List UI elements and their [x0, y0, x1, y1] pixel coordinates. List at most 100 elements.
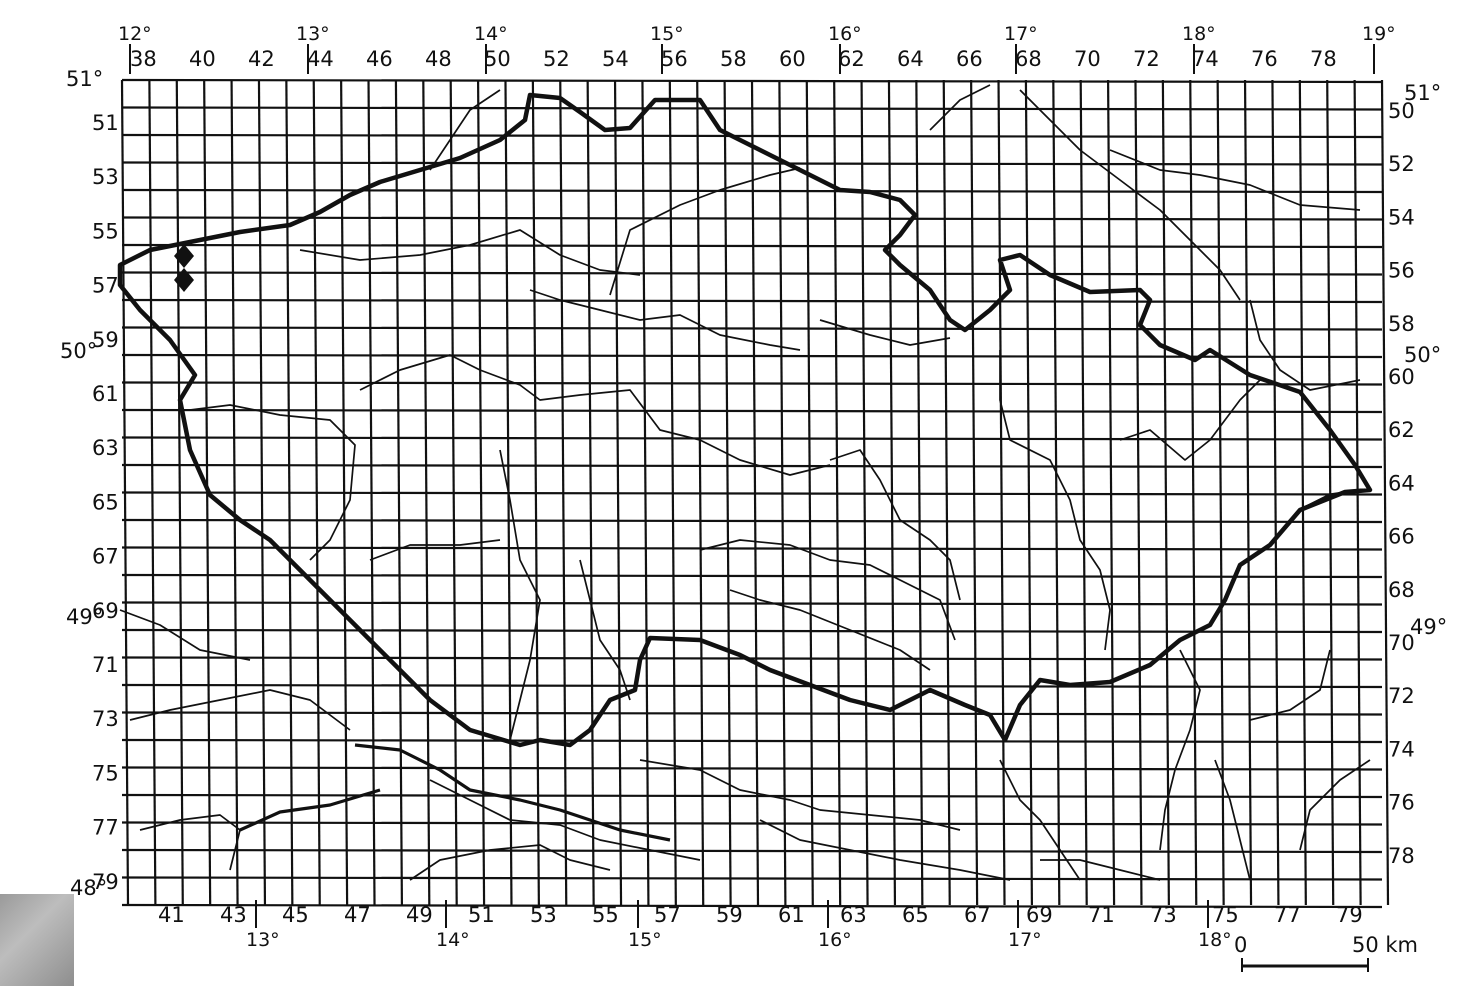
grid-col-line	[1134, 79, 1143, 906]
grid-row-line	[121, 353, 1383, 359]
scale-bar: 0 50 km	[1234, 933, 1418, 972]
grid-col-label-top: 70	[1074, 47, 1101, 71]
river-29	[759, 819, 1011, 881]
grid-row-label-left: 59	[92, 328, 119, 352]
record-markers	[174, 244, 194, 292]
river-12	[829, 449, 961, 601]
grid-row-line	[121, 876, 1383, 881]
longitude-label-bottom: 16°	[818, 929, 852, 951]
river-25	[129, 689, 351, 731]
grid-col-label-top: 48	[425, 47, 452, 71]
grid-col-line	[997, 79, 1006, 906]
river-18	[1159, 649, 1201, 851]
river-major-1	[354, 743, 671, 842]
latitude-label-left: 49°	[66, 605, 103, 629]
longitude-label-bottom: 17°	[1008, 929, 1042, 951]
grid-col-label-top: 46	[366, 47, 393, 71]
grid-row-line	[121, 711, 1383, 716]
grid-col-line	[1106, 79, 1116, 906]
grid-col-label-top: 38	[130, 47, 157, 71]
axis-labels: 38 40 42 44 46 48 50 52 54 56 58 60 62 64 66 68 70 72 74 76…	[60, 23, 1447, 951]
grid-row-label-right: 60	[1388, 365, 1415, 389]
longitude-label-bottom: 14°	[436, 929, 470, 951]
grid-row-label-right: 72	[1388, 684, 1415, 708]
river-major-2	[239, 788, 381, 832]
grid-col-label-bottom: 53	[530, 903, 557, 927]
grid-col-line	[833, 79, 842, 906]
river-14	[1119, 379, 1261, 461]
river-9	[579, 559, 631, 701]
grid-col-label-bottom: 59	[716, 903, 743, 927]
river-10	[699, 539, 956, 641]
longitude-label-bottom: 18°	[1198, 929, 1232, 951]
record-marker	[174, 244, 194, 268]
grid-row-line	[121, 106, 1383, 111]
river-30	[1040, 859, 1161, 881]
grid-row-line	[121, 271, 1383, 276]
grid-col-label-top: 60	[779, 47, 806, 71]
grid-col-label-top: 68	[1015, 47, 1042, 71]
grid-col-label-top: 76	[1251, 47, 1278, 71]
grid-row-line	[121, 848, 1383, 854]
river-4	[819, 319, 951, 346]
grid-col-label-top: 40	[189, 47, 216, 71]
river-major-3	[1299, 488, 1366, 512]
grid-row-label-right: 74	[1388, 737, 1415, 761]
grid-col-label-top: 56	[661, 47, 688, 71]
latitude-label-right: 50°	[1404, 343, 1441, 367]
river-13	[999, 350, 1111, 651]
river-2	[529, 289, 801, 351]
river-11	[729, 589, 931, 671]
scale-end-label: 50 km	[1352, 933, 1418, 957]
grid-col-label-bottom: 51	[468, 903, 495, 927]
grid-row-label-left: 69	[92, 599, 119, 623]
grid-col-line	[1052, 79, 1061, 906]
river-6	[189, 404, 356, 561]
grid-col-label-top: 44	[307, 47, 334, 71]
grid-col-label-top: 52	[543, 47, 570, 71]
grid-col-line	[887, 79, 897, 906]
latitude-label-right: 51°	[1404, 81, 1441, 105]
river-7	[499, 449, 541, 741]
grid-lines	[120, 78, 1390, 909]
grid-row-label-left: 63	[92, 436, 119, 460]
river-27	[139, 814, 241, 871]
latitude-label-left: 48°	[70, 876, 107, 900]
grid-row-line	[121, 683, 1383, 689]
river-32	[929, 84, 991, 131]
grid-col-label-bottom: 41	[158, 903, 185, 927]
grid-row-line	[121, 903, 1383, 909]
river-17	[1019, 89, 1241, 301]
grid-row-label-right: 68	[1388, 578, 1415, 602]
scan-artifact	[0, 894, 74, 986]
longitude-label-bottom: 13°	[246, 929, 280, 951]
longitude-label-bottom: 15°	[628, 929, 662, 951]
river-3	[609, 167, 801, 296]
grid-row-line	[121, 573, 1383, 579]
grid-col-label-top: 66	[956, 47, 983, 71]
grid-row-line	[121, 188, 1383, 194]
longitude-label-top: 17°	[1004, 23, 1038, 45]
grid-row-line	[121, 133, 1383, 139]
grid-col-label-bottom: 49	[406, 903, 433, 927]
river-23	[639, 759, 961, 831]
grid-row-label-right: 70	[1388, 631, 1415, 655]
grid-row-line	[121, 408, 1383, 414]
map-features	[117, 84, 1373, 881]
grid-col-label-top: 58	[720, 47, 747, 71]
river-20	[1299, 759, 1371, 851]
grid-row-line	[121, 793, 1383, 799]
longitude-label-top: 15°	[650, 23, 684, 45]
grid-row-line	[121, 298, 1383, 304]
grid-row-line	[121, 161, 1383, 166]
grid-row-label-right: 76	[1388, 791, 1415, 815]
grid-row-label-left: 71	[92, 653, 119, 677]
grid-row-line	[121, 243, 1383, 249]
grid-row-line	[121, 436, 1383, 441]
river-22	[999, 759, 1081, 881]
grid-col-label-bottom: 57	[654, 903, 681, 927]
grid-col-label-top: 74	[1192, 47, 1219, 71]
grid-row-line	[121, 628, 1383, 634]
scale-start-label: 0	[1234, 933, 1247, 957]
